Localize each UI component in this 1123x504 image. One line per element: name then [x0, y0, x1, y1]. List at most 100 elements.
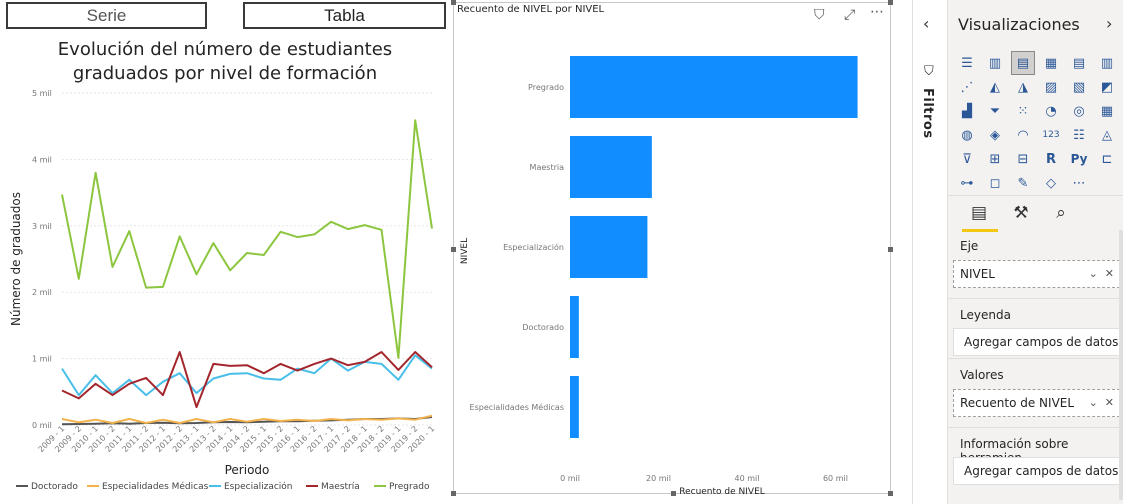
fields-tab-icon[interactable]: ▤	[970, 203, 988, 223]
card-icon[interactable]: 123	[1042, 130, 1060, 140]
category-label: Doctorado	[522, 323, 564, 332]
ribbon-chart-icon[interactable]: ◩	[1100, 79, 1114, 95]
100-column-icon[interactable]: ▥	[1100, 55, 1114, 71]
series-line-doctorado	[61, 416, 433, 426]
y-axis-title: Número de graduados	[9, 192, 23, 326]
y-tick-label: 0 mil	[32, 421, 52, 430]
series-line-especializaci-n	[61, 354, 433, 397]
pie-chart-icon[interactable]: ◔	[1045, 103, 1057, 119]
treemap-icon[interactable]: ▦	[1100, 103, 1114, 119]
filled-map-icon[interactable]: ◈	[990, 127, 1000, 143]
matrix-icon[interactable]: ⊟	[1017, 151, 1029, 167]
well-separator	[948, 298, 1123, 299]
python-visual-icon[interactable]: Py	[1070, 152, 1088, 166]
serie-button[interactable]: Serie	[6, 2, 207, 29]
field-controls: ⌄ ✕	[1089, 261, 1114, 287]
values-well[interactable]: Recuento de NIVEL ⌄ ✕	[953, 389, 1120, 417]
table-icon[interactable]: ⊞	[989, 151, 1001, 167]
resize-handle[interactable]	[671, 491, 676, 496]
kpi-icon[interactable]: ◬	[1102, 127, 1112, 143]
x-tick-label: 0 mil	[560, 474, 580, 483]
bar-especializaci-n	[570, 216, 648, 278]
y-tick-label: 5 mil	[32, 89, 52, 98]
chevron-right-icon[interactable]: ›	[1106, 14, 1113, 33]
shape-map-icon[interactable]: ◇	[1046, 175, 1056, 191]
analytics-magnifier-icon[interactable]: ⌕	[1056, 203, 1066, 223]
y-tick-label: 4 mil	[32, 155, 52, 164]
funnel-chart-icon[interactable]: ⏷	[989, 103, 1001, 119]
x-tick-label: 60 mil	[823, 474, 848, 483]
resize-handle[interactable]	[888, 247, 893, 252]
line-chart-icon[interactable]: ⋰	[960, 79, 974, 95]
chevron-left-icon[interactable]: ‹	[923, 14, 930, 33]
decomposition-tree-icon[interactable]: ⊶	[960, 175, 974, 191]
100-bar-icon[interactable]: ▤	[1072, 55, 1086, 71]
filter-icon[interactable]: ⛉	[814, 7, 825, 23]
focus-mode-icon[interactable]: ⤢	[844, 7, 856, 23]
x-axis-title: Periodo	[225, 463, 270, 477]
key-influencers-icon[interactable]: ⊏	[1101, 151, 1113, 167]
axis-well[interactable]: NIVEL ⌄ ✕	[953, 260, 1120, 288]
filters-label[interactable]: Filtros	[920, 88, 935, 139]
field-controls: ⌄ ✕	[1089, 390, 1114, 416]
more-visuals-icon[interactable]: ⋯	[1072, 175, 1086, 191]
resize-handle[interactable]	[451, 491, 456, 496]
smart-narrative-icon[interactable]: ✎	[1017, 175, 1029, 191]
resize-handle[interactable]	[451, 247, 456, 252]
line-chart-title-line-2: graduados por nivel de formación	[72, 63, 378, 84]
donut-chart-icon[interactable]: ◎	[1073, 103, 1085, 119]
line-stacked-column-icon[interactable]: ▧	[1072, 79, 1086, 95]
chevron-down-icon[interactable]: ⌄	[1088, 396, 1098, 409]
category-label: Maestria	[530, 163, 565, 172]
more-options-icon[interactable]: ⋯	[870, 4, 884, 20]
pane-scrollbar[interactable]	[1119, 230, 1123, 500]
well-separator	[948, 427, 1123, 428]
y-tick-label: 1 mil	[32, 355, 52, 364]
waterfall-icon[interactable]: ▟	[962, 103, 972, 119]
stacked-area-icon[interactable]: ◮	[1018, 79, 1028, 95]
slicer-icon[interactable]: ⊽	[962, 151, 972, 167]
legend-well[interactable]: Agregar campos de datos a...	[953, 328, 1120, 356]
pane-divider	[912, 0, 913, 504]
legend-label: Especialización	[224, 481, 293, 492]
series-line-pregrado	[61, 119, 433, 359]
bar-especialidades-m-dicas	[570, 376, 579, 438]
category-label: Especialidades Médicas	[470, 402, 564, 412]
active-tab-indicator	[962, 229, 998, 232]
bar-pregrado	[570, 56, 858, 118]
remove-field-icon[interactable]: ✕	[1104, 396, 1114, 409]
gauge-icon[interactable]: ◠	[1017, 127, 1029, 143]
resize-handle[interactable]	[888, 0, 893, 5]
scatter-chart-icon[interactable]: ⁙	[1017, 103, 1029, 119]
bar-chart[interactable]: Pregrado Maestria Especialización Doctorado…	[454, 3, 892, 495]
x-axis-title: Recuento de NIVEL	[679, 487, 765, 495]
x-tick-label: 20 mil	[646, 474, 671, 483]
legend-label: Especialidades Médicas	[102, 481, 209, 492]
remove-field-icon[interactable]: ✕	[1104, 267, 1114, 280]
multi-row-card-icon[interactable]: ☷	[1073, 127, 1085, 143]
r-visual-icon[interactable]: R	[1045, 151, 1056, 167]
tooltips-well[interactable]: Agregar campos de datos a...	[953, 457, 1120, 485]
format-paint-roller-icon[interactable]: ⚒	[1013, 203, 1029, 223]
funnel-icon[interactable]: ⛉	[924, 64, 934, 79]
resize-handle[interactable]	[888, 491, 893, 496]
x-tick-label: 40 mil	[734, 474, 759, 483]
y-axis-title: NIVEL	[460, 238, 470, 264]
tabla-button[interactable]: Tabla	[243, 2, 446, 29]
line-column-icon[interactable]: ▨	[1044, 79, 1058, 95]
series-line-especialidades-m-dicas	[61, 414, 433, 424]
stacked-column-icon[interactable]: ▥	[988, 55, 1002, 71]
stacked-bar-icon[interactable]: ☰	[961, 55, 973, 71]
clustered-column-icon[interactable]: ▦	[1044, 55, 1058, 71]
values-well-label: Valores	[960, 368, 1004, 382]
qa-icon[interactable]: ◻	[989, 175, 1001, 191]
category-label: Pregrado	[528, 83, 564, 92]
chevron-down-icon[interactable]: ⌄	[1088, 267, 1098, 280]
bar-chart-visual[interactable]: Pregrado Maestria Especialización Doctorado…	[451, 0, 893, 496]
resize-handle[interactable]	[451, 0, 456, 5]
clustered-bar-icon[interactable]: ▤	[1011, 51, 1035, 75]
area-chart-icon[interactable]: ◭	[990, 79, 1000, 95]
map-icon[interactable]: ◍	[961, 127, 973, 143]
